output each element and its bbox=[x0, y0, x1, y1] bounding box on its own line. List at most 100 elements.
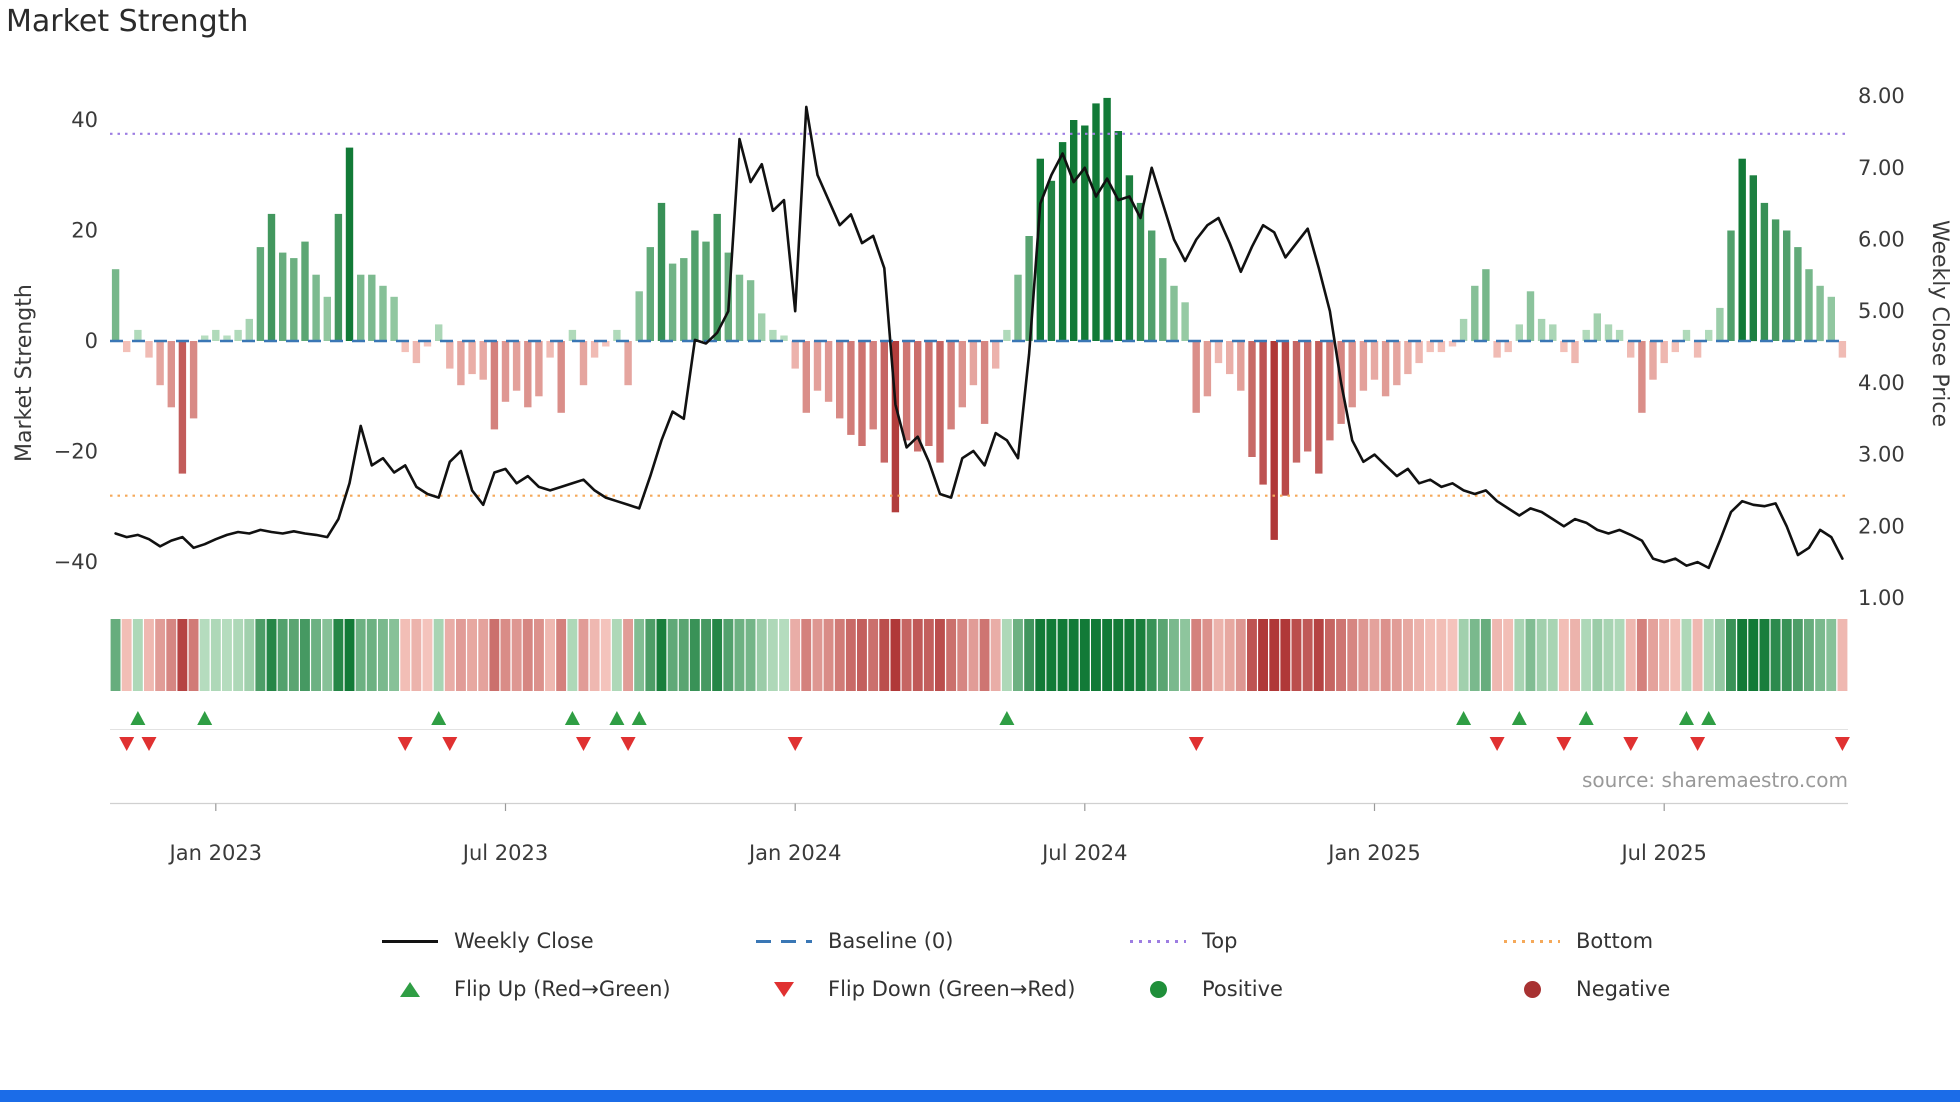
heatmap-cell bbox=[990, 619, 1001, 691]
heatmap-cell bbox=[1169, 619, 1179, 691]
heatmap-cell bbox=[890, 619, 901, 691]
heatmap-cell bbox=[1001, 619, 1012, 691]
strength-bar bbox=[490, 341, 499, 430]
y-left-tick-label: −20 bbox=[54, 440, 98, 464]
strength-bar bbox=[446, 341, 454, 369]
flip-down-marker bbox=[576, 737, 591, 751]
legend-item-flip-up: Flip Up (Red→Green) bbox=[382, 968, 756, 1010]
strength-bar bbox=[323, 296, 331, 341]
heatmap-cell bbox=[1046, 619, 1057, 691]
heatmap-cell bbox=[779, 619, 789, 691]
heatmap-cell bbox=[845, 619, 856, 691]
heatmap-cell bbox=[288, 619, 299, 691]
strength-bar bbox=[1593, 313, 1601, 341]
heatmap-cell bbox=[1815, 619, 1826, 691]
legend-label-flip-up: Flip Up (Red→Green) bbox=[454, 977, 671, 1001]
strength-bar bbox=[368, 274, 376, 341]
heatmap-cell bbox=[1202, 619, 1213, 691]
strength-bar bbox=[936, 341, 944, 463]
heatmap-cell bbox=[300, 619, 310, 691]
strength-bar bbox=[1771, 219, 1780, 341]
strength-bar bbox=[980, 341, 989, 424]
legend-item-weekly-close: Weekly Close bbox=[382, 920, 756, 962]
heatmap-cell bbox=[1525, 619, 1536, 691]
y-left-tick-label: 40 bbox=[71, 108, 98, 132]
strength-bar bbox=[1192, 341, 1200, 413]
heatmap-cell bbox=[857, 619, 867, 691]
strength-bar bbox=[691, 230, 699, 341]
strength-bar bbox=[1136, 202, 1145, 341]
strength-bar bbox=[156, 341, 164, 386]
heatmap-cell bbox=[812, 619, 823, 691]
x-tick-label: Jul 2025 bbox=[1619, 841, 1706, 865]
strength-bar bbox=[925, 341, 933, 446]
legend-label-negative: Negative bbox=[1576, 977, 1671, 1001]
heatmap-cell bbox=[1269, 619, 1280, 691]
heatmap-cell bbox=[1804, 619, 1814, 691]
strength-bar bbox=[1292, 341, 1301, 463]
heatmap-cell bbox=[132, 619, 143, 691]
heatmap-cell bbox=[1681, 619, 1692, 691]
heatmap-cell bbox=[500, 619, 511, 691]
heatmap-cell bbox=[322, 619, 333, 691]
bottom-blue-bar bbox=[0, 1090, 1960, 1102]
strength-bar bbox=[279, 252, 287, 341]
solid-line-icon bbox=[382, 939, 438, 943]
strength-bar bbox=[769, 329, 777, 341]
strength-bar bbox=[1794, 247, 1802, 341]
triangle-down-icon bbox=[774, 981, 794, 997]
flip-down-marker bbox=[141, 737, 157, 751]
negative-swatch bbox=[1504, 980, 1560, 998]
heatmap-cell bbox=[701, 619, 711, 691]
heatmap-cell bbox=[756, 619, 767, 691]
heatmap-cell bbox=[578, 619, 589, 691]
heatmap-cell bbox=[478, 619, 489, 691]
heatmap-cell bbox=[1648, 619, 1658, 691]
heatmap-cell bbox=[1425, 619, 1436, 691]
flip-up-marker bbox=[609, 711, 625, 725]
heatmap-cell bbox=[1492, 619, 1502, 691]
strength-bar bbox=[1504, 341, 1512, 353]
strength-bar bbox=[357, 274, 365, 341]
strength-bar bbox=[1526, 291, 1535, 341]
legend-label-bottom: Bottom bbox=[1576, 929, 1654, 953]
strength-bar bbox=[958, 341, 966, 408]
strength-bar bbox=[758, 313, 766, 341]
heatmap-cell bbox=[1325, 619, 1335, 691]
heatmap-cell bbox=[734, 619, 745, 691]
heatmap-cell bbox=[177, 619, 188, 691]
flip-down-marker bbox=[1556, 737, 1572, 751]
legend-item-positive: Positive bbox=[1130, 968, 1504, 1010]
flip-up-marker bbox=[1679, 711, 1694, 725]
strength-bar bbox=[836, 341, 844, 419]
strength-bar bbox=[880, 341, 888, 463]
heatmap-cell bbox=[1503, 619, 1514, 691]
strength-bar bbox=[1214, 341, 1223, 364]
heatmap-cell bbox=[1113, 619, 1124, 691]
strength-bar bbox=[1003, 329, 1011, 341]
heatmap-cell bbox=[1247, 619, 1257, 691]
strength-bar bbox=[791, 341, 799, 369]
heatmap-cell bbox=[1547, 619, 1558, 691]
heatmap-cell bbox=[1391, 619, 1402, 691]
red-dot-icon bbox=[1523, 980, 1541, 998]
strength-bar bbox=[1738, 158, 1746, 341]
heatmap-cell bbox=[1636, 619, 1647, 691]
heatmap-cell bbox=[1726, 619, 1736, 691]
strength-bar bbox=[290, 258, 298, 341]
bottom-swatch bbox=[1504, 939, 1560, 943]
strength-bar bbox=[1627, 341, 1635, 358]
heatmap-cell bbox=[623, 619, 633, 691]
heatmap-cell bbox=[656, 619, 667, 691]
strength-bar bbox=[613, 329, 621, 341]
strength-bar bbox=[435, 324, 443, 341]
strength-bar bbox=[746, 280, 755, 341]
strength-bar bbox=[1381, 341, 1390, 397]
strength-bar bbox=[1783, 230, 1791, 341]
strength-bar bbox=[847, 341, 855, 435]
heatmap-cell bbox=[121, 619, 132, 691]
heatmap-cell bbox=[1403, 619, 1413, 691]
y-right-tick-label: 4.00 bbox=[1858, 371, 1905, 395]
strength-bar bbox=[1671, 341, 1679, 353]
